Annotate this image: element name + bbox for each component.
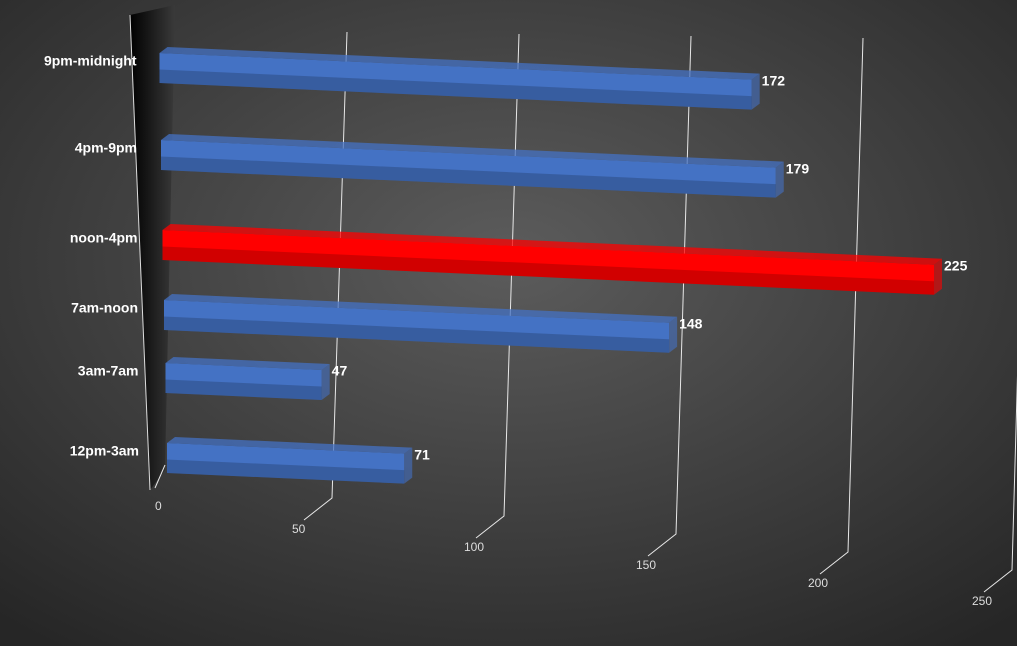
bar	[159, 47, 760, 110]
bar-end	[775, 161, 784, 198]
y-tick-label: 7am-noon	[71, 300, 138, 316]
x-tick-label: 50	[292, 522, 306, 536]
grid-line	[819, 37, 864, 575]
axis-line	[154, 464, 166, 489]
y-tick-label: 12pm-3am	[70, 443, 139, 459]
bar-front	[161, 140, 776, 198]
data-label: 179	[786, 160, 810, 176]
grid-line	[647, 35, 692, 557]
x-tick-label: 100	[464, 540, 484, 554]
bar-end	[321, 364, 330, 401]
bar	[161, 134, 784, 198]
bar-end	[669, 316, 678, 353]
bar-front	[159, 53, 752, 110]
data-label: 47	[332, 363, 348, 379]
bar-front	[165, 363, 322, 401]
bar	[165, 357, 330, 401]
bar-shade	[164, 316, 670, 353]
bar-front	[164, 300, 670, 353]
bar-shade	[161, 156, 776, 198]
plot: 0 50 100 150 200 250 71 12pm-3am 47 3am-7am 148 7am…	[44, 31, 1017, 608]
data-label: 71	[414, 446, 430, 462]
grid-line	[983, 375, 1017, 593]
data-label: 225	[944, 257, 968, 273]
grid-line	[475, 33, 520, 539]
bar-end	[934, 258, 942, 295]
y-tick-label: 9pm-midnight	[44, 53, 137, 69]
y-tick-label: 3am-7am	[78, 363, 139, 379]
x-tick-label: 0	[155, 499, 162, 513]
bar-end	[751, 73, 760, 110]
bar	[167, 437, 413, 484]
bar	[162, 224, 942, 295]
y-tick-label: 4pm-9pm	[75, 140, 137, 156]
bar-front	[162, 230, 934, 295]
data-label: 172	[762, 72, 786, 88]
bar-top	[161, 134, 784, 168]
x-tick-label: 150	[636, 558, 656, 572]
bar-shade	[167, 459, 405, 484]
bar-top	[162, 224, 942, 265]
bar-top	[159, 47, 760, 80]
data-label: 148	[679, 315, 703, 331]
grid-line	[303, 31, 348, 521]
bar-top	[164, 294, 678, 323]
bar-top	[167, 437, 413, 454]
bar-front	[167, 443, 405, 484]
y-tick-label: noon-4pm	[70, 230, 138, 246]
bar-shade	[165, 379, 322, 401]
bar-shade	[159, 69, 752, 110]
bar-shade	[162, 246, 934, 295]
bar-end	[404, 447, 413, 484]
bar	[164, 294, 678, 353]
x-tick-label: 250	[972, 594, 992, 608]
wall-edge	[129, 14, 151, 491]
bar-top	[165, 357, 330, 371]
x-tick-label: 200	[808, 576, 828, 590]
back-wall	[130, 5, 175, 490]
